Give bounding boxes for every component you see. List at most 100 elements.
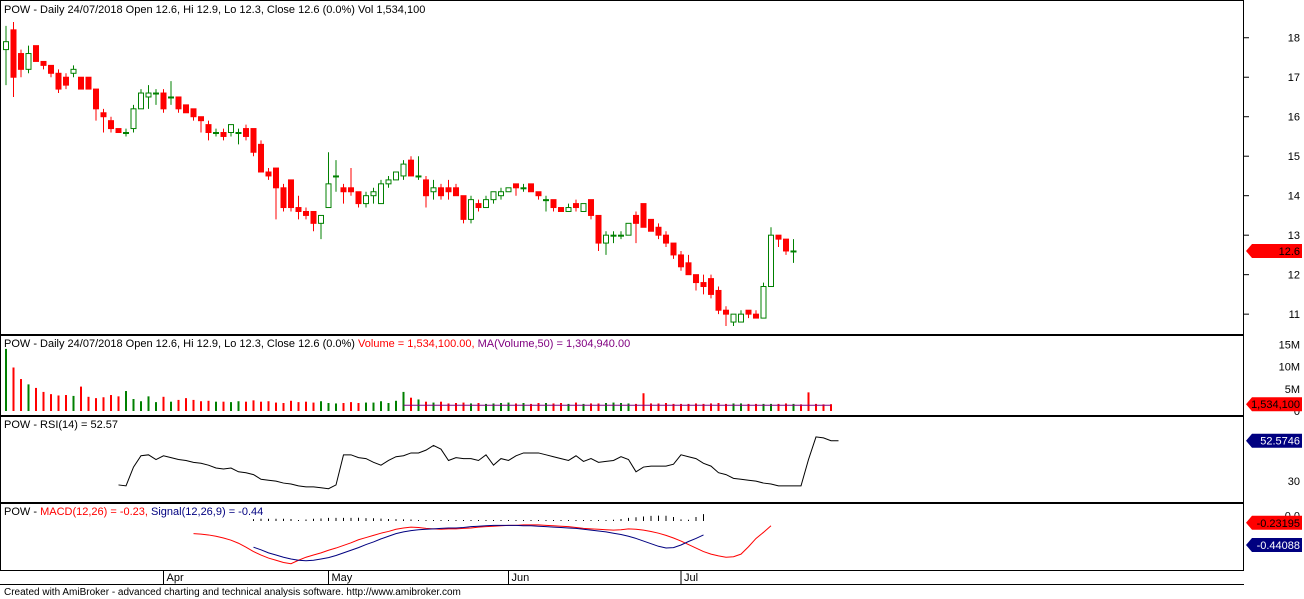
macd-pane[interactable]: [0, 503, 1244, 571]
candle-body: [33, 45, 39, 62]
signal-last-value-badge: -0.44088: [1257, 540, 1300, 552]
candle-body: [670, 242, 677, 256]
candle-body: [243, 128, 249, 137]
macd-pane-title: POW - MACD(12,26) = -0.23, Signal(12,26,…: [4, 506, 263, 518]
volume-title-prefix: POW - Daily 24/07/2018 Open 12.6, Hi 12.…: [4, 338, 355, 350]
price-tick-label: 15: [1288, 151, 1300, 163]
candle-body: [603, 234, 609, 244]
macd-line: [193, 524, 772, 565]
candle-body: [715, 289, 722, 311]
rsi-pane-title: POW - RSI(14) = 52.57: [4, 419, 118, 431]
candle-body: [588, 199, 594, 216]
candle-body: [513, 183, 519, 189]
candle-body: [48, 64, 54, 74]
rsi-tick-label: 30: [1288, 476, 1300, 488]
price-tick-label: 14: [1288, 191, 1300, 203]
candle-body: [618, 234, 624, 237]
candle-body: [768, 234, 774, 288]
candle-body: [580, 203, 587, 212]
candle-body: [445, 187, 452, 193]
candle-body: [3, 41, 9, 51]
volume-value-label: Volume = 1,534,100.00,: [358, 338, 475, 350]
candle-body: [333, 175, 339, 178]
candle-body: [558, 207, 564, 212]
candle-body: [400, 163, 407, 177]
candle-body: [783, 238, 789, 252]
candle-body: [790, 250, 797, 253]
candle-body: [475, 203, 482, 209]
candle-body: [93, 88, 99, 110]
volume-pane-title: POW - Daily 24/07/2018 Open 12.6, Hi 12.…: [4, 338, 630, 350]
candle-body: [498, 191, 504, 197]
candle-body: [198, 116, 204, 122]
candle-body: [625, 222, 632, 236]
candle-body: [310, 210, 317, 224]
candle-body: [228, 124, 234, 134]
candle-body: [543, 199, 549, 202]
candle-body: [393, 171, 399, 181]
volume-last-value-badge-bg: [1246, 397, 1302, 412]
candle-body: [273, 167, 279, 189]
marks-layer: 12.6 1,534,100 52.5746 -0.23195 -0.44088: [3, 21, 1302, 565]
candle-body: [348, 187, 354, 193]
candle-body: [10, 29, 17, 78]
candle-body: [685, 262, 692, 276]
candle-body: [468, 199, 474, 220]
candle-body: [145, 92, 152, 98]
rsi-line: [118, 436, 839, 490]
candle-body: [385, 179, 392, 185]
rsi-last-value-badge: 52.5746: [1260, 436, 1300, 448]
price-tick-label: 12: [1288, 270, 1300, 282]
volume-tick-label: 15M: [1279, 339, 1300, 351]
candle-body: [640, 203, 647, 228]
candle-body: [235, 132, 242, 135]
candle-body: [708, 278, 714, 295]
candle-body: [213, 132, 219, 135]
candle-body: [153, 92, 159, 95]
price-tick-label: 17: [1288, 72, 1300, 84]
price-pane[interactable]: [0, 0, 1244, 335]
candle-body: [303, 210, 309, 216]
volume-tick-label: 0: [1294, 406, 1300, 418]
candle-body: [565, 207, 572, 212]
macd-value-label: MACD(12,26) = -0.23,: [40, 506, 148, 518]
candle-body: [633, 214, 639, 224]
macd-last-value-badge-bg: [1246, 515, 1302, 530]
candle-body: [738, 313, 744, 323]
candle-body: [460, 195, 467, 220]
candle-body: [100, 112, 107, 118]
candle-body: [573, 203, 579, 209]
candle-body: [663, 234, 669, 244]
candle-body: [528, 183, 534, 193]
candle-body: [483, 199, 489, 209]
candle-body: [678, 254, 684, 268]
volume-tick-label: 10M: [1279, 362, 1300, 374]
candle-body: [730, 313, 737, 323]
candle-body: [408, 159, 414, 177]
price-tick-label: 13: [1288, 230, 1300, 242]
candle-body: [55, 72, 62, 90]
candle-body: [123, 132, 129, 135]
candle-body: [40, 60, 47, 66]
price-tick-label: 11: [1289, 309, 1300, 321]
rsi-pane[interactable]: [0, 416, 1244, 503]
candle-body: [250, 128, 257, 153]
candle-body: [258, 143, 264, 173]
candle-body: [18, 53, 24, 70]
candle-body: [325, 183, 332, 209]
volume-ma-label: MA(Volume,50) = 1,304,940.00: [478, 338, 631, 350]
candle-body: [280, 187, 287, 209]
month-tick-label: May: [332, 572, 353, 584]
candle-body: [295, 207, 302, 212]
price-tick-label: 18: [1288, 33, 1300, 45]
candle-body: [370, 191, 377, 197]
candle-body: [78, 76, 84, 90]
volume-last-value-badge: 1,534,100: [1251, 399, 1300, 411]
price-pane-title: POW - Daily 24/07/2018 Open 12.6, Hi 12.…: [4, 4, 425, 16]
candle-body: [490, 191, 497, 201]
month-tick-label: Jul: [684, 572, 698, 584]
candle-body: [745, 309, 752, 315]
candle-body: [453, 187, 459, 197]
candle-body: [648, 218, 654, 232]
